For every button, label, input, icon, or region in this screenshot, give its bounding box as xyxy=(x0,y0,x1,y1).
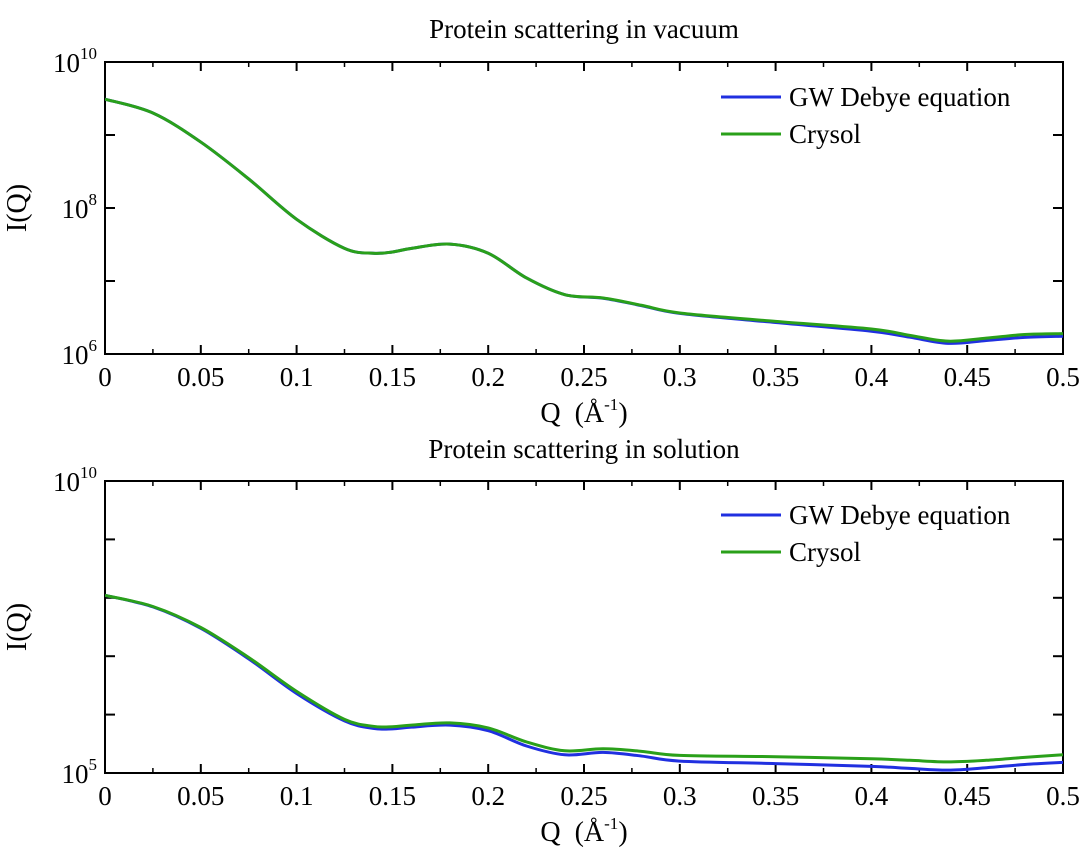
x-axis-label: Q (Å-1) xyxy=(540,814,627,848)
x-tick-label: 0.3 xyxy=(663,781,697,811)
y-tick-label: 105 xyxy=(62,755,98,789)
x-tick-label: 0.15 xyxy=(369,362,416,392)
x-tick-label: 0.05 xyxy=(177,362,224,392)
x-tick-label: 0.1 xyxy=(280,362,314,392)
y-axis-label: I(Q) xyxy=(2,603,33,651)
x-axis-label-q: Q xyxy=(540,398,560,429)
y-tick-exp: 5 xyxy=(89,755,98,774)
x-tick-label: 0.5 xyxy=(1046,781,1080,811)
legend-label: GW Debye equation xyxy=(789,500,1011,530)
x-axis-label-q: Q xyxy=(540,817,560,848)
y-tick-label: 1010 xyxy=(53,463,97,497)
x-axis-label-paren: ) xyxy=(618,398,627,429)
series-line-crysol xyxy=(105,97,1063,343)
chart-title: Protein scattering in solution xyxy=(428,434,740,464)
y-tick-exp: 6 xyxy=(89,336,98,355)
y-axis-label: I(Q) xyxy=(2,184,33,232)
y-tick-exp: 10 xyxy=(80,44,97,63)
x-axis-label-unit-exp: -1 xyxy=(604,814,618,833)
x-tick-label: 0.2 xyxy=(471,781,505,811)
x-tick-label: 0.45 xyxy=(944,362,991,392)
series-line-gw-debye xyxy=(105,593,1063,772)
chart-solution: Protein scattering in solution 0 0.05 0.1 0.… xyxy=(2,434,1080,848)
legend-label: GW Debye equation xyxy=(789,82,1011,112)
x-axis-label-paren: ( xyxy=(561,817,584,848)
x-axis-label-unit: Å xyxy=(584,817,605,848)
x-tick-label: 0.4 xyxy=(855,362,889,392)
y-tick-label: 108 xyxy=(62,190,98,224)
x-axis-label-paren: ) xyxy=(618,817,627,848)
y-tick-exp: 8 xyxy=(89,190,98,209)
y-tick-label: 1010 xyxy=(53,44,97,78)
x-tick-label: 0.5 xyxy=(1046,362,1080,392)
x-axis-label-paren: ( xyxy=(561,398,584,429)
series-line-gw-debye xyxy=(105,97,1063,345)
x-tick-label: 0.05 xyxy=(177,781,224,811)
y-tick-base: 10 xyxy=(62,194,89,224)
x-tick-label: 0.25 xyxy=(560,781,607,811)
chart-vacuum: Protein scattering in vacuum 0 0.05 0.1 0.15… xyxy=(2,14,1080,429)
x-tick-label: 0.15 xyxy=(369,781,416,811)
x-axis-label: Q (Å-1) xyxy=(540,395,627,429)
x-tick-label: 0 xyxy=(98,362,112,392)
legend-label: Crysol xyxy=(789,537,861,567)
chart-title: Protein scattering in vacuum xyxy=(429,14,739,44)
x-tick-label: 0.4 xyxy=(855,781,889,811)
x-tick-label: 0.35 xyxy=(752,362,799,392)
x-axis-label-unit-exp: -1 xyxy=(604,395,618,414)
legend-label: Crysol xyxy=(789,119,861,149)
x-axis-label-unit: Å xyxy=(584,398,605,429)
x-tick-label: 0.45 xyxy=(944,781,991,811)
y-tick-exp: 10 xyxy=(80,463,97,482)
x-tick-label: 0.25 xyxy=(560,362,607,392)
x-tick-label: 0.35 xyxy=(752,781,799,811)
x-tick-label: 0.3 xyxy=(663,362,697,392)
x-tick-label: 0.2 xyxy=(471,362,505,392)
y-tick-base: 10 xyxy=(62,340,89,370)
y-tick-base: 10 xyxy=(53,467,80,497)
y-tick-base: 10 xyxy=(62,759,89,789)
y-tick-label: 106 xyxy=(62,336,98,370)
series-line-crysol xyxy=(105,593,1063,764)
x-tick-label: 0 xyxy=(98,781,112,811)
y-tick-base: 10 xyxy=(53,48,80,78)
x-tick-label: 0.1 xyxy=(280,781,314,811)
